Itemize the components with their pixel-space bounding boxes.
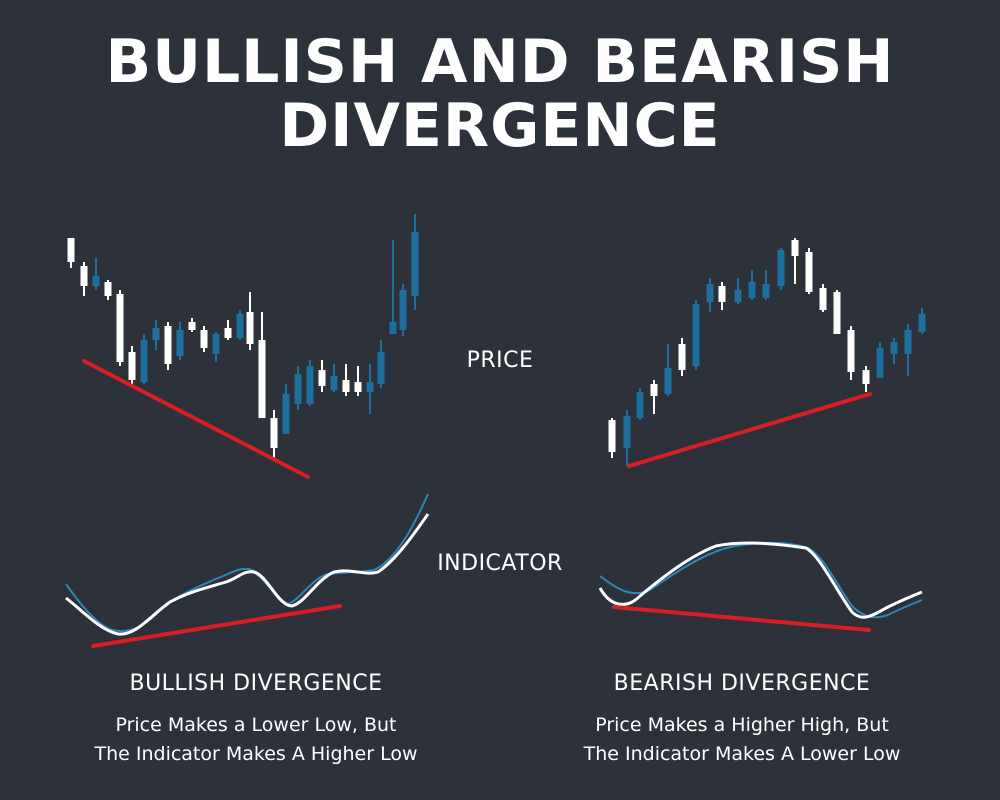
bearish-candle-body	[791, 240, 799, 256]
bullish-candle-body	[342, 380, 350, 392]
bullish-candle-body	[246, 312, 254, 344]
bullish-candle-body	[67, 238, 75, 262]
bullish-candle-body	[140, 340, 148, 382]
bullish-candle-body	[377, 352, 385, 384]
bearish-price-trendline	[627, 392, 872, 468]
bearish-desc-line-2: The Indicator Makes A Lower Low	[583, 743, 901, 765]
bearish-desc-line-1: Price Makes a Higher High, But	[595, 714, 889, 736]
bullish-indicator-signal-line	[65, 493, 429, 632]
bullish-candle-body	[389, 322, 397, 334]
bullish-candle-body	[152, 328, 160, 340]
bullish-candle-body	[282, 394, 290, 434]
bullish-candle-body	[366, 382, 374, 392]
bullish-candle-body	[354, 382, 362, 392]
bearish-candle-body	[876, 348, 884, 378]
bullish-indicator-main-line	[65, 513, 430, 636]
bullish-desc-line-1: Price Makes a Lower Low, But	[115, 714, 397, 736]
bearish-candle-body	[847, 330, 855, 372]
bearish-candle-body	[623, 416, 631, 448]
bullish-heading: BULLISH DIVERGENCE	[129, 671, 383, 696]
bearish-candle-body	[650, 384, 658, 396]
bearish-candle-body	[706, 284, 714, 302]
bullish-candle-body	[294, 374, 302, 404]
bearish-candle-body	[819, 288, 827, 310]
bullish-price-trendline	[82, 359, 310, 479]
bullish-desc-line-2: The Indicator Makes A Higher Low	[94, 743, 418, 765]
bearish-indicator-main-line	[598, 541, 923, 619]
bullish-candle-body	[236, 314, 244, 338]
bullish-candle-body	[188, 322, 196, 330]
bullish-candle-body	[224, 328, 232, 338]
bearish-indicator-signal-line	[599, 541, 923, 619]
bearish-candle-body	[636, 392, 644, 418]
bearish-candle-body	[918, 314, 926, 332]
bullish-candle-body	[399, 290, 407, 330]
bullish-candle-body	[306, 366, 314, 404]
bullish-candle-body	[92, 276, 100, 286]
bearish-candle-body	[833, 292, 841, 334]
bearish-candle-body	[862, 370, 870, 384]
bullish-candle-body	[411, 232, 419, 296]
indicator-label: INDICATOR	[437, 551, 563, 576]
bullish-candle-body	[200, 330, 208, 348]
bullish-candle-body	[318, 370, 326, 386]
bearish-candle-body	[805, 252, 813, 292]
bullish-candle-body	[164, 326, 172, 364]
bullish-candle-body	[128, 352, 136, 380]
bearish-candle-body	[734, 290, 742, 302]
bullish-description: Price Makes a Lower Low, But The Indicat…	[46, 711, 466, 769]
title-line-2: DIVERGENCE	[279, 91, 721, 161]
bearish-candle-body	[890, 342, 898, 354]
bearish-candle-body	[678, 344, 686, 370]
title-line-1: BULLISH AND BEARISH	[105, 27, 895, 97]
bearish-candle-body	[718, 286, 726, 302]
bearish-candle-body	[904, 330, 912, 354]
bearish-candle-body	[748, 282, 756, 298]
bearish-candle-body	[608, 420, 616, 452]
bullish-candle-body	[270, 418, 278, 448]
bearish-candle-body	[692, 304, 700, 366]
bullish-candle-body	[212, 334, 220, 354]
bearish-candle-body	[762, 284, 770, 298]
bullish-candle-body	[80, 266, 88, 286]
bearish-candle-body	[777, 250, 785, 286]
bullish-candle-body	[176, 330, 184, 356]
bullish-candle-body	[330, 376, 338, 390]
bullish-candle-body	[116, 294, 124, 362]
bullish-indicator-trendline	[91, 604, 342, 648]
bullish-candle-body	[258, 340, 266, 418]
bearish-description: Price Makes a Higher High, But The Indic…	[532, 711, 952, 769]
price-label: PRICE	[466, 348, 534, 373]
bearish-indicator-trendline	[612, 605, 871, 632]
bearish-candle-body	[664, 368, 672, 394]
page-title: BULLISH AND BEARISH DIVERGENCE	[0, 30, 1000, 158]
bullish-candle-body	[104, 282, 112, 296]
bearish-heading: BEARISH DIVERGENCE	[613, 671, 871, 696]
